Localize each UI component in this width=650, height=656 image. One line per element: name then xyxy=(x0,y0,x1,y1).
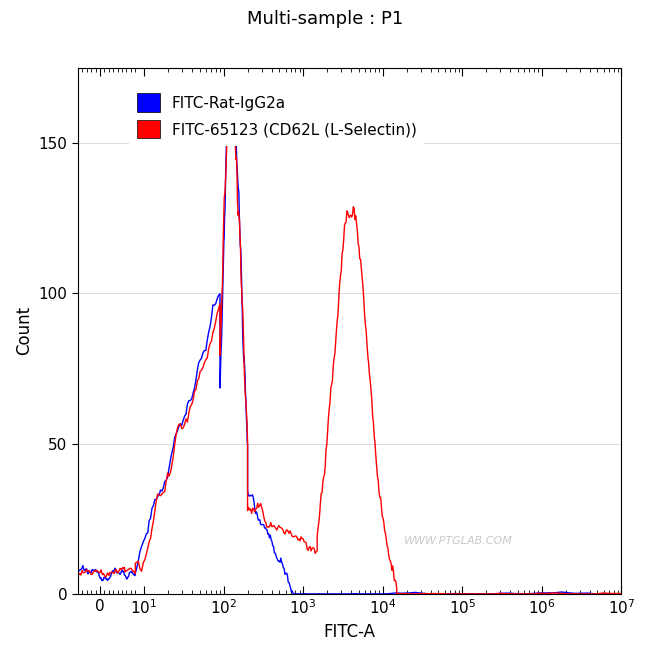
Text: WWW.PTGLAB.COM: WWW.PTGLAB.COM xyxy=(404,536,513,546)
Legend: FITC-Rat-IgG2a, FITC-65123 (CD62L (L-Selectin)): FITC-Rat-IgG2a, FITC-65123 (CD62L (L-Sel… xyxy=(129,86,424,146)
Text: Multi-sample : P1: Multi-sample : P1 xyxy=(247,10,403,28)
Y-axis label: Count: Count xyxy=(15,306,33,356)
X-axis label: FITC-A: FITC-A xyxy=(324,623,376,641)
